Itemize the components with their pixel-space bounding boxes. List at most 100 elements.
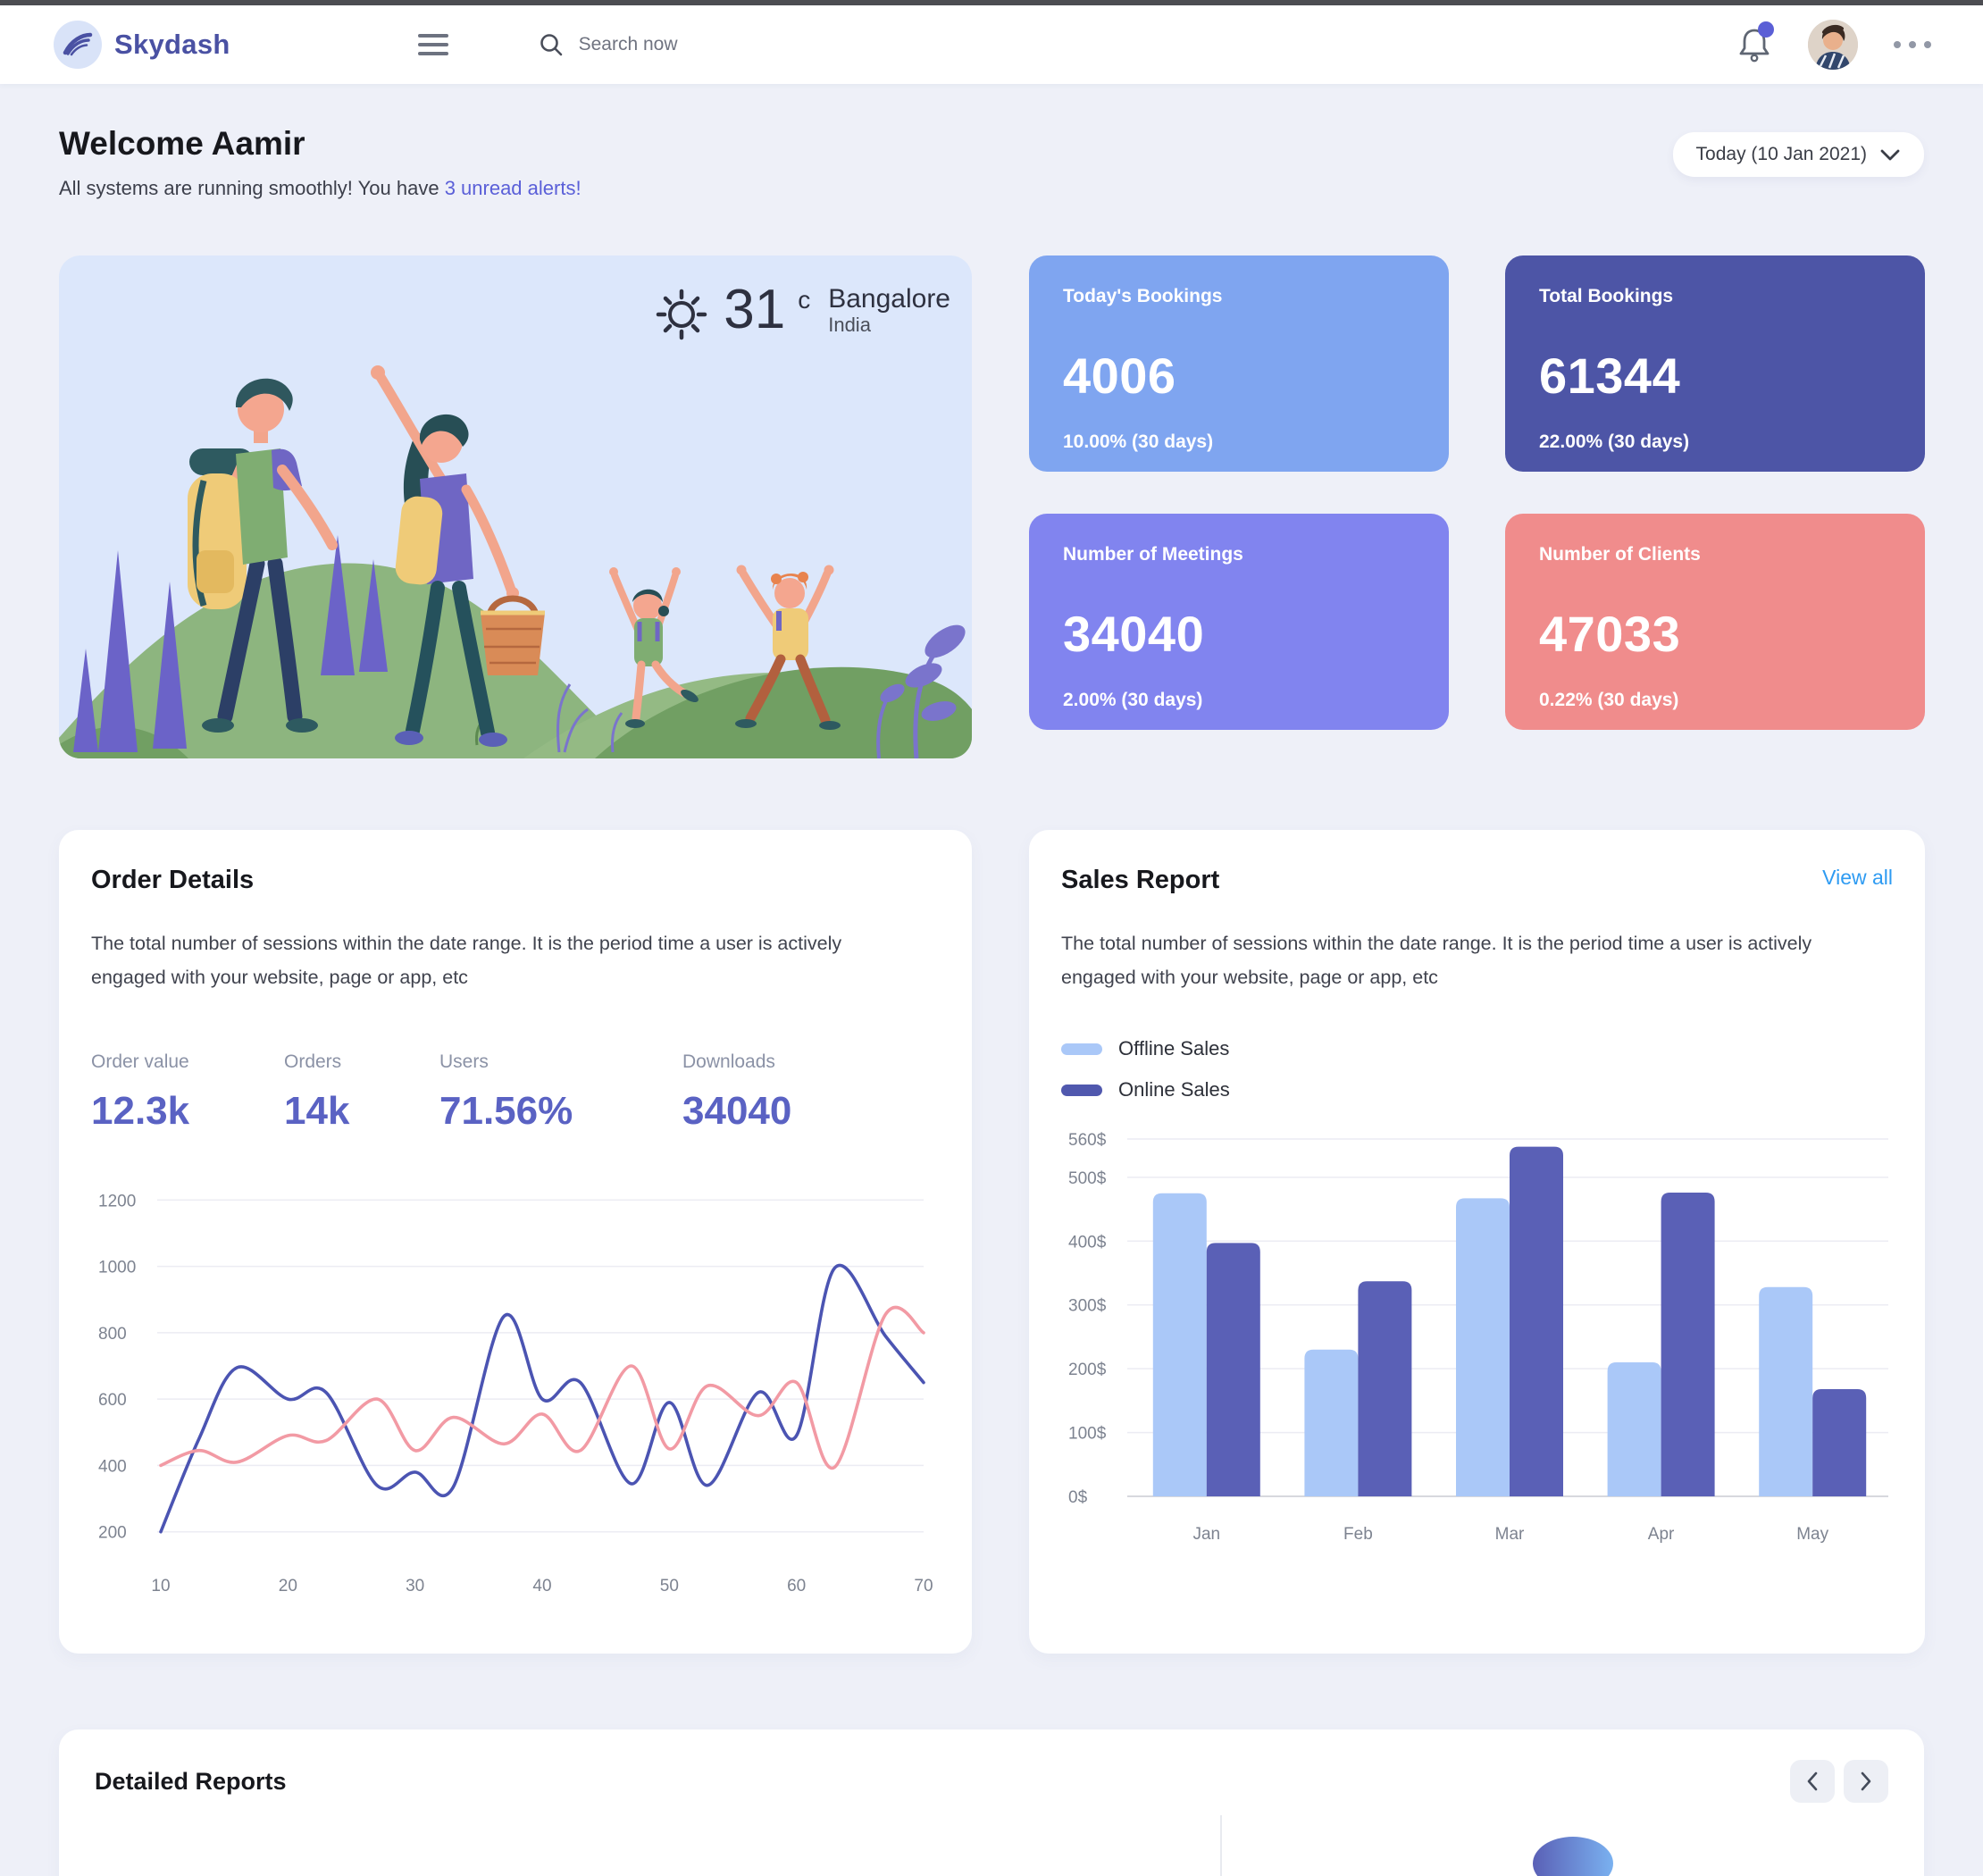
svg-text:Mar: Mar [1495, 1525, 1525, 1544]
svg-text:1000: 1000 [98, 1259, 136, 1277]
svg-text:100$: 100$ [1068, 1425, 1107, 1444]
sales-report-card: Sales Report View all The total number o… [1029, 830, 1925, 1654]
search-bar[interactable] [538, 31, 865, 58]
feather-icon [63, 32, 93, 56]
stat-label: Today's Bookings [1063, 286, 1223, 306]
svg-text:60: 60 [787, 1577, 806, 1595]
weather-city: Bangalore [828, 284, 950, 314]
sun-icon [657, 289, 707, 340]
svg-text:400: 400 [98, 1458, 127, 1477]
prev-button[interactable] [1790, 1760, 1835, 1803]
page-subtitle: All systems are running smoothly! You ha… [59, 177, 582, 199]
offline-sales-swatch [1061, 1043, 1102, 1055]
hero-card: 31 c Bangalore India [59, 255, 972, 758]
unread-alerts-link[interactable]: 3 unread alerts! [444, 177, 582, 199]
search-input[interactable] [578, 34, 865, 55]
stats-grid: Today's Bookings 4006 10.00% (30 days) T… [1029, 255, 1925, 758]
weather-country: India [828, 314, 871, 336]
chevron-left-icon [1807, 1771, 1818, 1791]
stat-card-todays-bookings: Today's Bookings 4006 10.00% (30 days) [1029, 255, 1449, 472]
stat-delta: 10.00% (30 days) [1063, 431, 1214, 452]
svg-text:600: 600 [98, 1391, 127, 1410]
stat-value: 47033 [1539, 606, 1681, 662]
legend-item-offline-sales: Offline Sales [1061, 1037, 1893, 1060]
svg-text:200$: 200$ [1068, 1361, 1107, 1379]
brand[interactable]: Skydash [54, 21, 230, 69]
detailed-reports-title: Detailed Reports [95, 1767, 287, 1795]
avatar-image [1808, 20, 1858, 70]
svg-text:560$: 560$ [1068, 1131, 1107, 1150]
stat-delta: 2.00% (30 days) [1063, 690, 1203, 710]
order-metrics: Order value 12.3k Orders 14k Users 71.56… [91, 1051, 940, 1134]
sales-bar-chart: 0$ 100$ 200$ 300$ 400$ 500$ 560$ Jan Feb Mar Apr Ma… [1068, 1131, 1888, 1544]
order-details-description: The total number of sessions within the … [91, 933, 842, 988]
sales-report-title: Sales Report [1061, 866, 1220, 894]
section-divider [1220, 1815, 1222, 1876]
stat-value: 61344 [1539, 348, 1681, 404]
stat-label: Total Bookings [1539, 286, 1674, 306]
temperature-unit: c [798, 286, 811, 314]
svg-text:30: 30 [406, 1577, 424, 1595]
sales-report-description: The total number of sessions within the … [1061, 933, 1812, 988]
stat-delta: 0.22% (30 days) [1539, 690, 1679, 710]
svg-text:70: 70 [914, 1577, 933, 1595]
skydash-logo-icon [54, 21, 102, 69]
svg-text:800: 800 [98, 1325, 127, 1344]
legend-item-online-sales: Online Sales [1061, 1078, 1893, 1101]
avatar[interactable] [1808, 20, 1858, 70]
svg-text:300$: 300$ [1068, 1297, 1107, 1316]
chevron-down-icon [1880, 149, 1900, 161]
online-sales-swatch [1061, 1084, 1102, 1096]
hamburger-menu-button[interactable] [417, 34, 448, 55]
overflow-menu-button[interactable] [1894, 41, 1931, 48]
svg-text:500$: 500$ [1068, 1169, 1107, 1188]
next-button[interactable] [1844, 1760, 1888, 1803]
temperature-value: 31 [724, 279, 786, 340]
svg-text:50: 50 [660, 1577, 679, 1595]
hero-boy [735, 565, 841, 730]
stat-card-number-of-clients: Number of Clients 47033 0.22% (30 days) [1505, 514, 1925, 730]
menu-icon [417, 34, 448, 38]
brand-name: Skydash [114, 29, 230, 60]
hero-illustration [59, 365, 972, 758]
metric-users: Users 71.56% [439, 1051, 573, 1134]
svg-text:40: 40 [532, 1577, 551, 1595]
view-all-link[interactable]: View all [1822, 866, 1893, 889]
hero-woman [371, 365, 545, 747]
ellipsis-icon [1894, 41, 1901, 48]
notification-badge [1758, 21, 1774, 38]
stat-label: Number of Clients [1539, 544, 1701, 565]
svg-text:0$: 0$ [1068, 1488, 1088, 1507]
stat-delta: 22.00% (30 days) [1539, 431, 1690, 452]
search-icon [540, 34, 562, 56]
svg-text:May: May [1796, 1525, 1828, 1544]
svg-text:1200: 1200 [98, 1193, 136, 1211]
svg-text:20: 20 [279, 1577, 297, 1595]
chevron-right-icon [1861, 1771, 1871, 1791]
metric-orders: Orders 14k [284, 1051, 350, 1134]
order-line-chart: 200 400 600 800 1000 1200 10 20 30 40 50 60 70 [98, 1193, 933, 1596]
notifications-button[interactable] [1736, 21, 1774, 65]
svg-text:200: 200 [98, 1524, 127, 1543]
stat-value: 34040 [1063, 606, 1205, 662]
svg-text:Jan: Jan [1192, 1525, 1220, 1544]
svg-text:Feb: Feb [1343, 1525, 1373, 1544]
stat-card-number-of-meetings: Number of Meetings 34040 2.00% (30 days) [1029, 514, 1449, 730]
order-details-title: Order Details [91, 866, 255, 894]
metric-order-value: Order value 12.3k [91, 1051, 190, 1134]
page-title: Welcome Aamir [59, 125, 305, 162]
svg-text:10: 10 [151, 1577, 170, 1595]
date-selector-label: Today (10 Jan 2021) [1695, 144, 1867, 164]
donut-chart-peek [1533, 1837, 1613, 1876]
metric-downloads: Downloads 34040 [682, 1051, 792, 1134]
hero-man [188, 378, 338, 733]
date-selector[interactable]: Today (10 Jan 2021) [1672, 132, 1924, 177]
weather-widget: 31 c Bangalore India [652, 282, 950, 341]
svg-text:400$: 400$ [1068, 1234, 1107, 1252]
app-header: Skydash [0, 5, 1983, 84]
detailed-reports-card: Detailed Reports [59, 1729, 1924, 1876]
hero-girl [609, 567, 699, 728]
stat-card-total-bookings: Total Bookings 61344 22.00% (30 days) [1505, 255, 1925, 472]
svg-text:Apr: Apr [1648, 1525, 1675, 1544]
order-details-card: Order Details The total number of sessio… [59, 830, 972, 1654]
